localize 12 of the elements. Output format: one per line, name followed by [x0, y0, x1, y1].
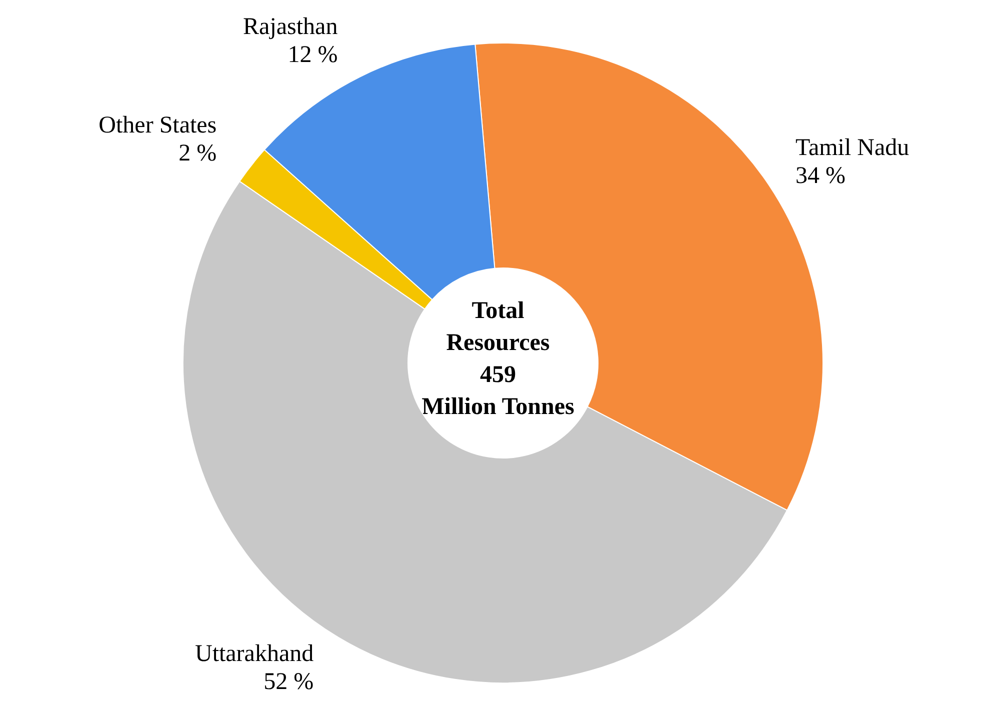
- slice-label: Uttarakhand: [194, 640, 314, 667]
- slice-label: Other States: [98, 112, 217, 139]
- data-label: 52 %: [264, 668, 314, 695]
- text: 459: [480, 362, 516, 388]
- text: Resources: [446, 330, 550, 356]
- text: Total: [472, 298, 525, 324]
- slice-label: Rajasthan: [243, 14, 338, 40]
- data-label: 2 %: [178, 140, 217, 167]
- text: Million Tonnes: [422, 394, 574, 420]
- data-label: 34 %: [795, 162, 846, 189]
- data-label: 12 %: [288, 42, 338, 68]
- slice-label: Tamil Nadu: [795, 134, 910, 161]
